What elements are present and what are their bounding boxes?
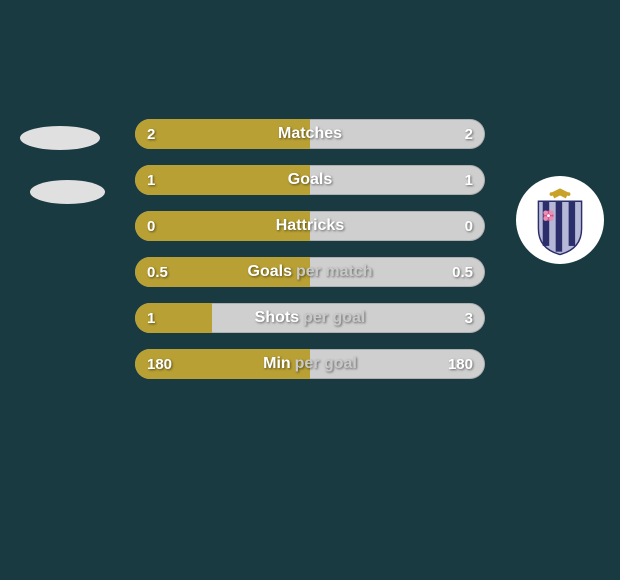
stat-label-main: Goals: [288, 171, 332, 189]
stat-label-main: Min: [263, 355, 291, 373]
stat-label: Minper goal: [135, 349, 485, 379]
stat-row: 13Shotsper goal: [135, 303, 485, 333]
stat-label-main: Goals: [248, 263, 292, 281]
stat-row: 0.50.5Goalsper match: [135, 257, 485, 287]
stat-label-main: Shots: [255, 309, 299, 327]
club-crest: [516, 176, 604, 264]
stat-label: Shotsper goal: [135, 303, 485, 333]
stat-label-sub: per goal: [303, 309, 365, 327]
crest-icon: [524, 184, 596, 256]
stat-label-main: Hattricks: [276, 217, 344, 235]
stat-label: Matches: [135, 119, 485, 149]
stat-label: Hattricks: [135, 211, 485, 241]
stat-row: 22Matches: [135, 119, 485, 149]
stat-row: 00Hattricks: [135, 211, 485, 241]
stat-label: Goalsper match: [135, 257, 485, 287]
stat-row: 11Goals: [135, 165, 485, 195]
left-badge-2: [30, 180, 105, 204]
stat-label-sub: per goal: [295, 355, 357, 373]
stat-label: Goals: [135, 165, 485, 195]
background: [0, 0, 620, 580]
stat-row: 180180Minper goal: [135, 349, 485, 379]
stat-label-sub: per match: [296, 263, 372, 281]
left-badge-1: [20, 126, 100, 150]
stat-label-main: Matches: [278, 125, 342, 143]
